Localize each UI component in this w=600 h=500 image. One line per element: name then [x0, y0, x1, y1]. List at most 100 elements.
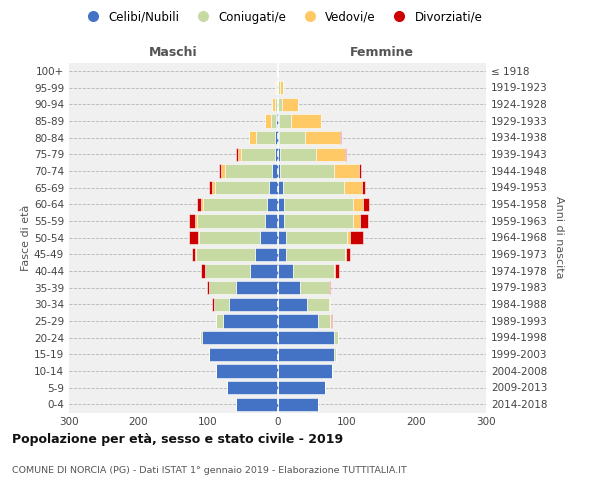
Bar [203, 198, 267, 211]
Bar [362, 181, 365, 194]
Bar [277, 164, 280, 177]
Bar [192, 248, 196, 261]
Bar [260, 231, 277, 244]
Bar [340, 131, 341, 144]
Bar [344, 181, 362, 194]
Bar [334, 331, 338, 344]
Bar [197, 214, 265, 228]
Bar [209, 348, 277, 361]
Bar [189, 214, 196, 228]
Bar [277, 348, 334, 361]
Bar [219, 164, 221, 177]
Bar [293, 264, 334, 278]
Bar [329, 281, 331, 294]
Bar [277, 314, 318, 328]
Bar [214, 298, 229, 311]
Bar [276, 114, 277, 128]
Bar [265, 114, 271, 128]
Bar [316, 148, 345, 161]
Bar [278, 98, 283, 111]
Bar [217, 314, 223, 328]
Bar [300, 281, 329, 294]
Bar [347, 231, 350, 244]
Text: Popolazione per età, sesso e stato civile - 2019: Popolazione per età, sesso e stato civil… [12, 432, 343, 446]
Bar [345, 148, 346, 161]
Bar [189, 231, 197, 244]
Bar [275, 81, 276, 94]
Bar [286, 248, 345, 261]
Bar [275, 148, 277, 161]
Bar [255, 248, 277, 261]
Bar [277, 381, 325, 394]
Bar [331, 314, 332, 328]
Bar [249, 131, 256, 144]
Bar [359, 214, 368, 228]
Bar [199, 231, 260, 244]
Bar [329, 298, 331, 311]
Bar [277, 81, 278, 94]
Bar [201, 198, 203, 211]
Bar [277, 298, 307, 311]
Bar [227, 381, 277, 394]
Legend: Celibi/Nubili, Coniugati/e, Vedovi/e, Divorziati/e: Celibi/Nubili, Coniugati/e, Vedovi/e, Di… [77, 6, 487, 28]
Bar [280, 81, 283, 94]
Bar [236, 281, 277, 294]
Bar [236, 398, 277, 411]
Bar [200, 331, 202, 344]
Bar [279, 114, 292, 128]
Bar [271, 114, 276, 128]
Bar [307, 298, 329, 311]
Bar [265, 214, 277, 228]
Bar [277, 198, 284, 211]
Bar [197, 198, 201, 211]
Bar [277, 264, 293, 278]
Text: COMUNE DI NORCIA (PG) - Dati ISTAT 1° gennaio 2019 - Elaborazione TUTTITALIA.IT: COMUNE DI NORCIA (PG) - Dati ISTAT 1° ge… [12, 466, 407, 475]
Bar [284, 198, 353, 211]
Bar [241, 148, 275, 161]
Bar [196, 214, 197, 228]
Bar [221, 164, 224, 177]
Bar [250, 264, 277, 278]
Bar [284, 214, 353, 228]
Bar [275, 98, 277, 111]
Bar [277, 114, 279, 128]
Bar [283, 98, 298, 111]
Bar [202, 331, 277, 344]
Text: Femmine: Femmine [350, 46, 414, 59]
Bar [277, 98, 278, 111]
Bar [212, 181, 215, 194]
Bar [217, 364, 277, 378]
Bar [208, 281, 209, 294]
Bar [276, 81, 277, 94]
Bar [269, 181, 277, 194]
Bar [201, 264, 205, 278]
Bar [277, 281, 300, 294]
Bar [272, 98, 275, 111]
Bar [209, 281, 236, 294]
Bar [215, 314, 217, 328]
Bar [267, 198, 277, 211]
Bar [345, 248, 346, 261]
Bar [353, 214, 359, 228]
Bar [277, 148, 280, 161]
Bar [320, 114, 321, 128]
Bar [238, 148, 241, 161]
Bar [212, 298, 214, 311]
Bar [275, 131, 277, 144]
Bar [229, 298, 277, 311]
Bar [334, 264, 335, 278]
Bar [286, 231, 347, 244]
Y-axis label: Fasce di età: Fasce di età [21, 204, 31, 270]
Bar [196, 248, 255, 261]
Bar [256, 131, 275, 144]
Bar [197, 231, 199, 244]
Bar [334, 348, 336, 361]
Bar [277, 181, 283, 194]
Bar [236, 148, 238, 161]
Bar [280, 164, 334, 177]
Bar [350, 231, 363, 244]
Bar [277, 248, 286, 261]
Bar [277, 398, 318, 411]
Bar [277, 364, 332, 378]
Bar [346, 248, 350, 261]
